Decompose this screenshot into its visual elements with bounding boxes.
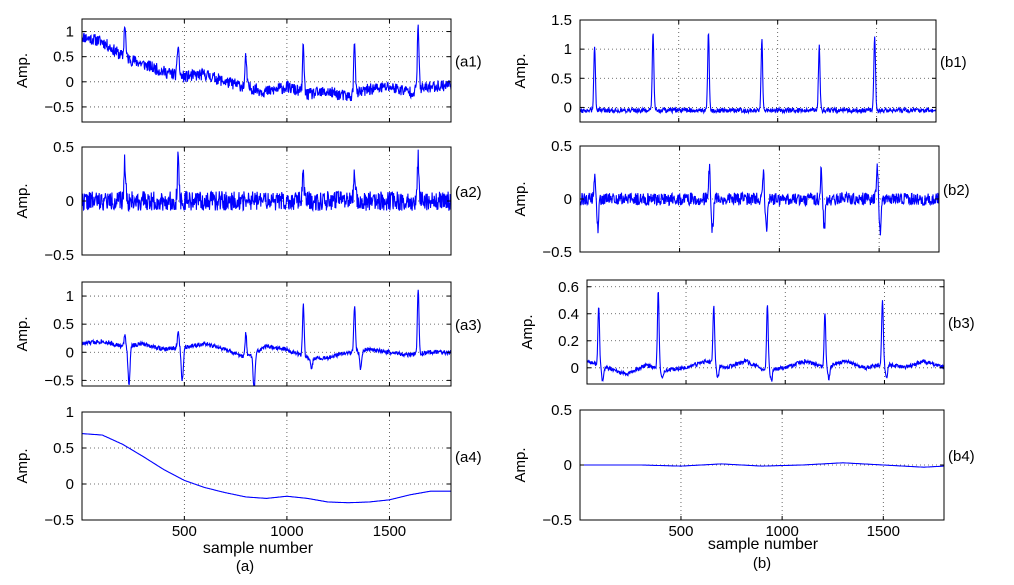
ytick-label-a1-1: 0: [66, 74, 74, 91]
axes-frame-b3: [586, 279, 945, 385]
ytick-label-a2-2: 0.5: [53, 139, 74, 156]
panel-b2: −0.5 0 0.5 Amp. (b2): [512, 138, 970, 261]
ylabel-b4: Amp.: [512, 447, 529, 482]
axes-frame-b1: [579, 19, 937, 123]
ytick-label-a3-3: 1: [66, 288, 74, 305]
series-line-a1: [81, 24, 452, 102]
ytick-label-a4-0: −0.5: [44, 512, 74, 529]
panel-a2: −0.5 0 0.5 Amp. (a2): [14, 139, 482, 264]
panel-tag-b3: (b3): [948, 315, 975, 332]
ytick-label-b1-1: 0.5: [551, 70, 572, 87]
ytick-label-b2-1: 0: [564, 191, 572, 208]
panel-tag-a2: (a2): [455, 184, 482, 201]
caption-a: (a): [236, 558, 254, 575]
ytick-label-b3-3: 0.6: [558, 279, 579, 296]
ytick-label-b1-2: 1: [564, 41, 572, 58]
ytick-label-a4-1: 0: [66, 476, 74, 493]
series-line-a3: [81, 289, 452, 387]
series-line-a4: [82, 433, 451, 504]
panel-tag-a4: (a4): [455, 449, 482, 466]
panel-tag-a3: (a3): [455, 317, 482, 334]
ytick-label-a1-0: −0.5: [44, 99, 74, 116]
panel-b3: 0 0.2 0.4 0.6 Amp. (b3): [519, 279, 975, 385]
ytick-label-b1-0: 0: [564, 99, 572, 116]
panel-tag-b4: (b4): [948, 448, 975, 465]
axes-frame-a1: [81, 18, 452, 123]
ytick-label-b1-3: 1.5: [551, 12, 572, 29]
xlabel-left: sample number: [203, 540, 314, 557]
ylabel-a1: Amp.: [14, 53, 31, 88]
panel-tag-a1: (a1): [455, 54, 482, 71]
ytick-label-b3-0: 0: [571, 360, 579, 377]
ytick-label-a2-0: −0.5: [44, 247, 74, 264]
xtick-label-a4-2: 1500: [373, 523, 406, 540]
panel-a3: −0.5 0 0.5 1 Amp. (a3): [14, 281, 482, 389]
panel-b4: −0.5 0 0.5 500 1000 1500 Amp. (b4): [512, 402, 975, 540]
xtick-label-a4-1: 1000: [270, 523, 303, 540]
ytick-label-b3-2: 0.4: [558, 306, 579, 323]
ytick-label-b4-2: 0.5: [551, 402, 572, 419]
ytick-label-b4-0: −0.5: [542, 512, 572, 529]
ytick-label-b2-0: −0.5: [542, 244, 572, 261]
ylabel-b3: Amp.: [519, 314, 536, 349]
series-line-b1: [579, 32, 937, 115]
ytick-label-a3-2: 0.5: [53, 316, 74, 333]
ytick-label-a1-3: 1: [66, 24, 74, 41]
ytick-label-b3-1: 0.2: [558, 333, 579, 350]
panels: −0.5 0 0.5 1 Amp. (a1) −0.5 0 0.5 Amp. (a2) −0.5 0 0.…: [14, 12, 975, 540]
series-line-b4: [580, 462, 944, 468]
xtick-label-b4-1: 1000: [765, 523, 798, 540]
ytick-label-a3-0: −0.5: [44, 372, 74, 389]
xtick-label-a4-0: 500: [172, 523, 197, 540]
ylabel-b1: Amp.: [512, 53, 529, 88]
xtick-label-b4-2: 1500: [867, 523, 900, 540]
caption-b: (b): [753, 555, 771, 572]
panel-a1: −0.5 0 0.5 1 Amp. (a1): [14, 18, 482, 123]
ytick-label-a3-1: 0: [66, 344, 74, 361]
ytick-label-a1-2: 0.5: [53, 49, 74, 66]
ytick-label-a4-2: 0.5: [53, 440, 74, 457]
panel-tag-b1: (b1): [940, 54, 967, 71]
ytick-label-a4-3: 1: [66, 404, 74, 421]
ytick-label-b4-1: 0: [564, 457, 572, 474]
ylabel-a4: Amp.: [14, 448, 31, 483]
series-line-b2: [579, 163, 940, 236]
ytick-label-b2-2: 0.5: [551, 138, 572, 155]
ylabel-a2: Amp.: [14, 183, 31, 218]
xtick-label-b4-0: 500: [668, 523, 693, 540]
axes-frame-a3: [81, 281, 452, 387]
ytick-label-a2-1: 0: [66, 193, 74, 210]
axes-frame-a4: [81, 411, 452, 521]
series-line-b3: [586, 292, 945, 383]
panel-tag-b2: (b2): [943, 182, 970, 199]
ylabel-b2: Amp.: [512, 181, 529, 216]
xlabel-right: sample number: [708, 536, 819, 553]
ylabel-a3: Amp.: [14, 316, 31, 351]
series-line-a2: [81, 149, 452, 213]
panel-b1: 0 0.5 1 1.5 Amp. (b1): [512, 12, 967, 123]
